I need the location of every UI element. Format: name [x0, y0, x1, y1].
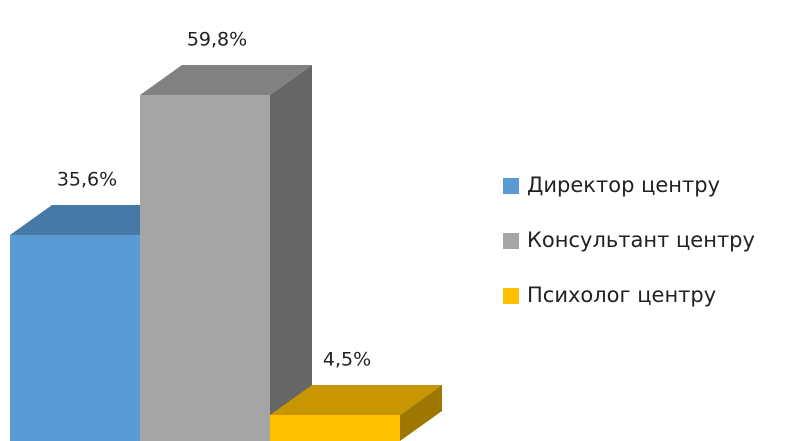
- legend-label: Директор центру: [527, 173, 720, 197]
- legend-swatch: [503, 178, 519, 194]
- legend-swatch: [503, 233, 519, 249]
- bar: [140, 95, 270, 441]
- data-label: 4,5%: [323, 348, 371, 370]
- legend-label: Консультант центру: [527, 228, 755, 252]
- legend-label: Психолог центру: [527, 283, 716, 307]
- data-label: 59,8%: [187, 29, 247, 51]
- bar-top: [270, 384, 442, 415]
- bar-top: [10, 205, 182, 236]
- bar: [10, 235, 140, 441]
- bar-top: [140, 65, 312, 95]
- bar-side: [400, 384, 442, 441]
- legend-swatch: [503, 288, 519, 304]
- bar-side: [270, 65, 312, 441]
- data-label: 35,6%: [57, 169, 117, 191]
- bar: [270, 414, 400, 441]
